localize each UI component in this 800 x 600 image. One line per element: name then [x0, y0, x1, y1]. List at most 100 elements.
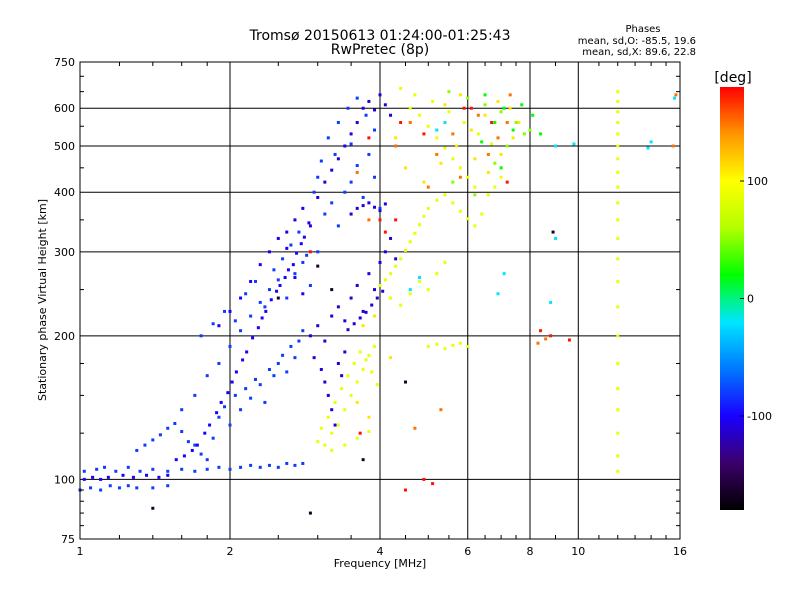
data-point [426, 288, 430, 292]
data-point [367, 430, 371, 434]
data-point [674, 93, 678, 97]
data-point [302, 235, 306, 239]
data-point [276, 465, 280, 469]
y-axis-label: Stationary phase Virtual Height [km] [36, 199, 49, 401]
data-point [399, 257, 403, 261]
data-point [131, 475, 135, 479]
data-point [186, 440, 190, 444]
data-point [228, 309, 232, 313]
data-point [476, 113, 480, 117]
data-point [394, 257, 398, 261]
data-point [443, 260, 447, 264]
data-point [239, 296, 243, 300]
data-point [378, 209, 382, 213]
data-point [269, 298, 273, 302]
data-point [649, 140, 653, 144]
data-point [358, 350, 362, 354]
data-point [117, 486, 121, 490]
y-tick-label: 750 [54, 56, 75, 69]
data-point [383, 103, 387, 107]
data-point [249, 463, 253, 467]
data-point [158, 433, 162, 437]
data-point [493, 161, 497, 165]
data-point [422, 214, 426, 218]
data-point [367, 201, 371, 205]
data-point [323, 180, 327, 184]
data-point [293, 272, 297, 276]
y-tick-label: 500 [54, 140, 75, 153]
data-point [295, 251, 299, 255]
data-point [572, 142, 576, 146]
data-point [389, 296, 393, 300]
data-point [616, 469, 620, 473]
data-point [383, 250, 387, 254]
data-point [289, 243, 293, 247]
data-point [355, 96, 359, 100]
data-point [308, 250, 312, 254]
data-point [616, 90, 620, 94]
data-point [285, 370, 289, 374]
data-point [312, 190, 316, 194]
data-point [343, 190, 347, 194]
data-point [239, 408, 243, 412]
data-point [539, 132, 543, 136]
data-point [549, 300, 553, 304]
data-point [151, 486, 155, 490]
data-point [394, 264, 398, 268]
data-point [126, 465, 130, 469]
data-point [616, 408, 620, 412]
data-point [486, 152, 490, 156]
data-point [355, 206, 359, 210]
data-point [422, 132, 426, 136]
data-point [511, 136, 515, 140]
data-point [483, 103, 487, 107]
data-point [413, 426, 417, 430]
data-point [480, 212, 484, 216]
data-point [205, 467, 209, 471]
data-point [312, 356, 316, 360]
data-point [343, 443, 347, 447]
data-point [476, 132, 480, 136]
data-point [291, 263, 295, 267]
data-point [616, 387, 620, 391]
data-point [121, 473, 125, 477]
data-point [319, 367, 323, 371]
data-point [394, 218, 398, 222]
data-point [435, 136, 439, 140]
data-point [408, 106, 412, 110]
data-point [326, 393, 330, 397]
data-point [355, 400, 359, 404]
data-point [349, 212, 353, 216]
x-tick-label: 10 [571, 545, 585, 558]
data-point [539, 329, 543, 333]
data-point [272, 268, 276, 272]
data-point [466, 217, 470, 221]
data-point [483, 93, 487, 97]
data-point [253, 279, 257, 283]
data-point [616, 218, 620, 222]
data-point [336, 121, 340, 125]
data-point [91, 475, 95, 479]
data-point [616, 132, 620, 136]
data-point [378, 218, 382, 222]
data-point [508, 106, 512, 110]
data-point [285, 296, 289, 300]
data-point [316, 264, 320, 268]
data-point [346, 106, 350, 110]
data-point [480, 140, 484, 144]
data-point [355, 283, 359, 287]
data-point [267, 250, 271, 254]
data-point [281, 257, 285, 261]
data-point [151, 506, 155, 510]
data-point [299, 242, 303, 246]
data-point [219, 400, 223, 404]
data-point [166, 484, 170, 488]
data-point [233, 393, 237, 397]
data-point [458, 341, 462, 345]
data-point [531, 113, 535, 117]
data-point [316, 324, 320, 328]
data-point [346, 374, 350, 378]
data-point [145, 473, 149, 477]
data-point [361, 309, 365, 313]
data-point [276, 296, 280, 300]
